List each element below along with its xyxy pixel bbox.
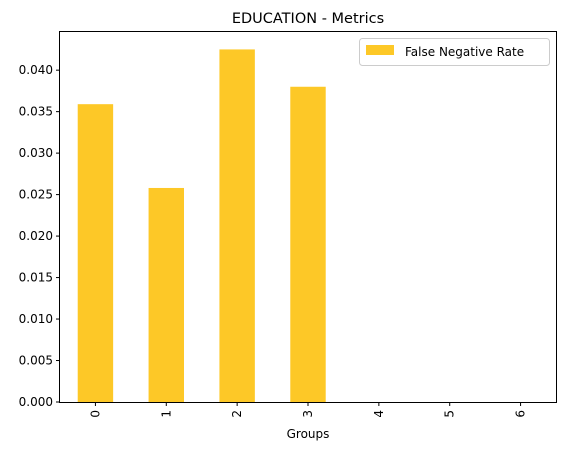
x-axis: 0 1 2 3 4 5 6 xyxy=(88,402,528,418)
x-tick-label: 3 xyxy=(301,410,315,418)
x-tick-label: 0 xyxy=(88,410,102,418)
y-tick-label: 0.010 xyxy=(19,312,53,326)
legend-swatch xyxy=(366,45,394,55)
y-tick-label: 0.025 xyxy=(19,188,53,202)
x-axis-label: Groups xyxy=(287,427,330,441)
y-tick-label: 0.020 xyxy=(19,229,53,243)
bar-group-2 xyxy=(219,49,255,403)
x-tick-label: 4 xyxy=(372,410,386,418)
bars-group xyxy=(77,49,326,403)
x-tick-label: 5 xyxy=(443,410,457,418)
x-tick-label: 2 xyxy=(230,410,244,418)
y-tick-label: 0.030 xyxy=(19,146,53,160)
x-tick-label: 1 xyxy=(159,410,173,418)
bar-group-0 xyxy=(77,104,114,402)
chart-title: EDUCATION - Metrics xyxy=(232,11,384,27)
y-tick-label: 0.015 xyxy=(19,271,53,285)
y-tick-label: 0.005 xyxy=(19,354,53,368)
legend-frame xyxy=(359,38,550,66)
y-tick-label: 0.040 xyxy=(19,63,53,77)
y-tick-label: 0.000 xyxy=(19,395,53,409)
bar-group-1 xyxy=(148,187,184,402)
y-axis: 0.000 0.005 0.010 0.015 0.020 0.025 0.030 0.035… xyxy=(19,63,60,409)
y-tick-label: 0.035 xyxy=(19,105,53,119)
x-tick-label: 6 xyxy=(514,410,528,418)
bar-group-3 xyxy=(290,86,326,403)
legend-label: False Negative Rate xyxy=(405,45,524,59)
plot-frame xyxy=(59,31,557,403)
legend: False Negative Rate xyxy=(359,38,550,66)
